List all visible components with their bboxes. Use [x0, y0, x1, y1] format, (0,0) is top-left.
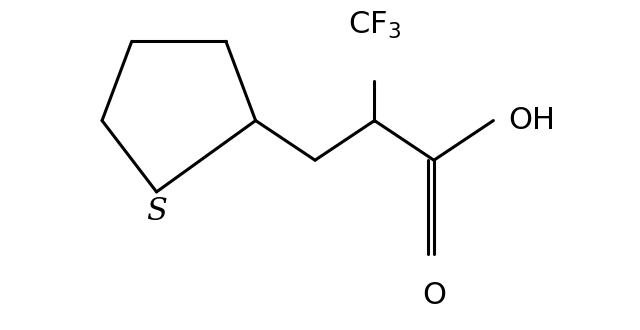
- Text: OH: OH: [508, 106, 556, 135]
- Text: S: S: [146, 196, 167, 227]
- Text: O: O: [422, 281, 446, 310]
- Text: CF$_3$: CF$_3$: [348, 10, 401, 41]
